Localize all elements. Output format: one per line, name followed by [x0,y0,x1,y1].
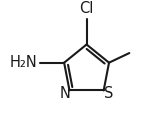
Text: H₂N: H₂N [10,55,37,70]
Text: N: N [59,86,70,101]
Text: Cl: Cl [79,1,94,16]
Text: S: S [104,86,113,101]
